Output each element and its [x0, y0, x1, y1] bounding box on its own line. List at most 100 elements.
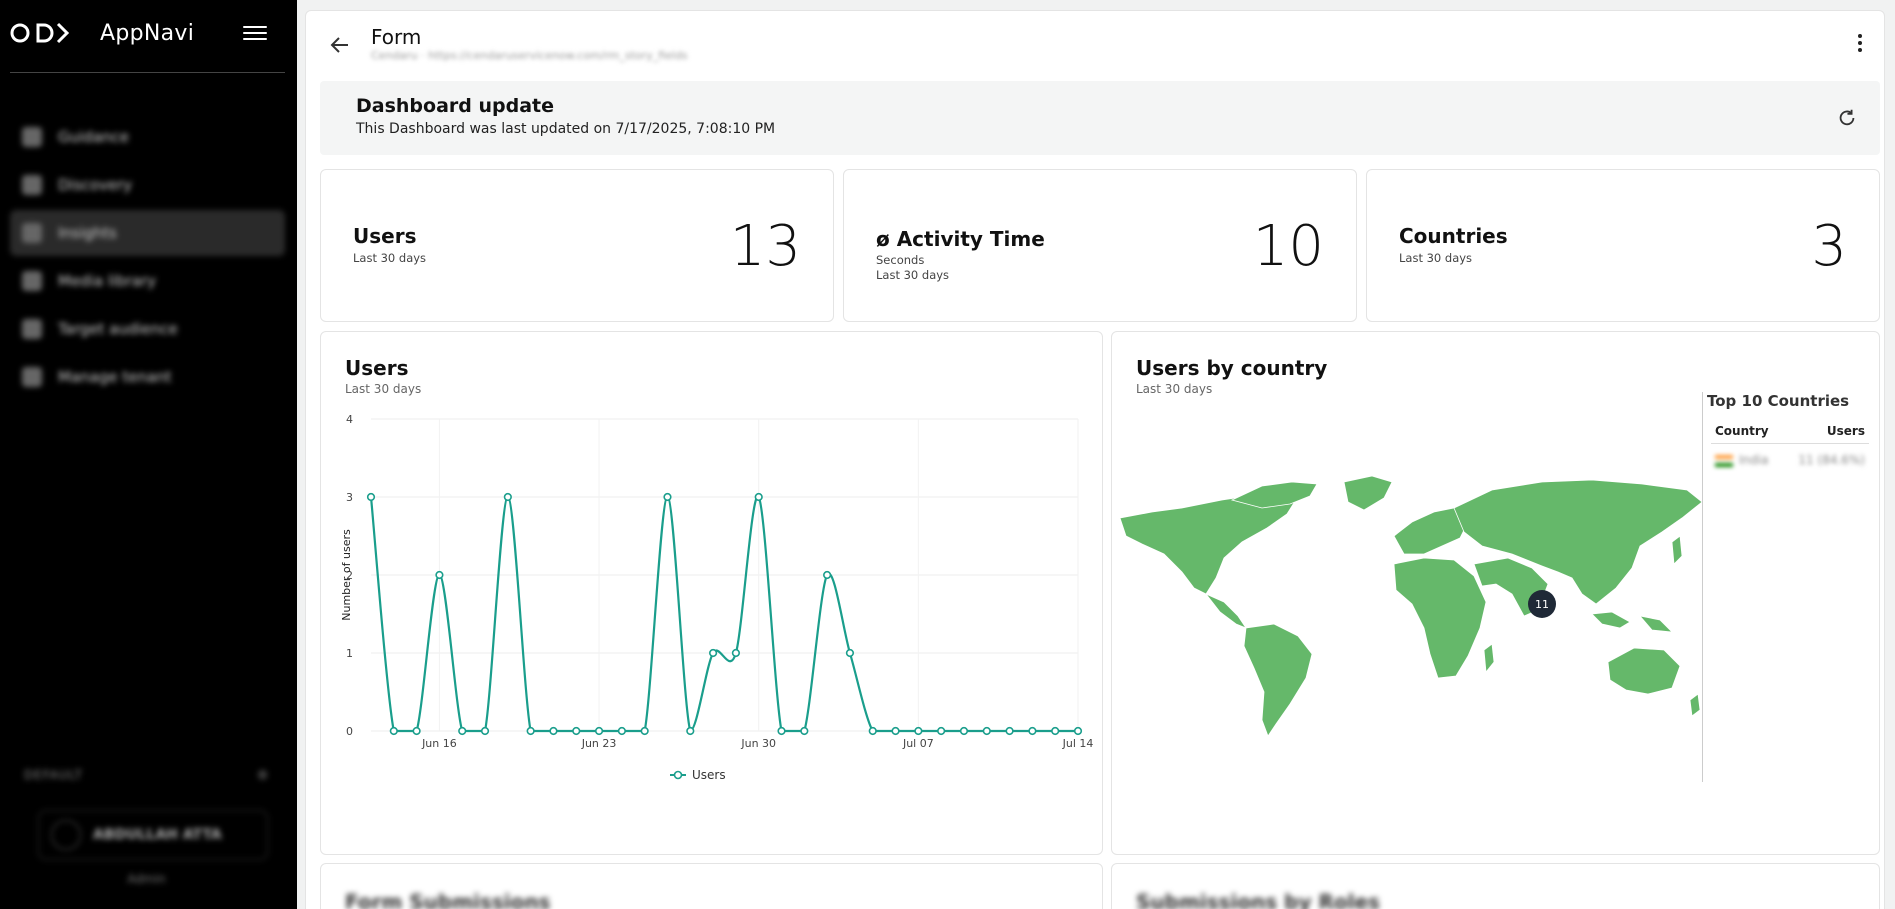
stat-unit: Seconds	[876, 253, 925, 267]
data-point	[731, 648, 741, 658]
workspace-settings-icon[interactable]: ⚙	[257, 768, 269, 782]
stat-value: 3	[1811, 214, 1847, 279]
hamburger-menu-icon[interactable]	[243, 22, 267, 44]
stat-value: 10	[1252, 214, 1324, 279]
workspace-label: DEFAULT	[24, 768, 83, 782]
data-point	[389, 726, 398, 736]
country-cell: India	[1715, 453, 1768, 467]
y-tick-label: 0	[346, 725, 353, 738]
main-content: Form Cendaru · https://cendaruservicenow…	[297, 0, 1895, 909]
stat-subtitle: Last 30 days	[876, 268, 950, 282]
data-point	[914, 726, 923, 736]
logo-row: AppNavi	[10, 18, 281, 48]
sidebar-item-target-audience[interactable]: Target audience	[10, 306, 285, 352]
stat-title: Countries	[1399, 224, 1508, 248]
data-point	[959, 726, 969, 736]
country-marker[interactable]: 11	[1528, 590, 1556, 618]
submissions-by-roles-panel: Submissions by Roles	[1111, 863, 1880, 909]
insights-icon	[22, 223, 42, 243]
data-point	[891, 726, 900, 736]
data-point	[617, 726, 626, 736]
sidebar-item-label: Discovery	[58, 176, 133, 194]
data-point	[708, 648, 718, 658]
top10-countries-table: Top 10 Countries Country Users India 11 …	[1702, 392, 1877, 782]
page-header: Form Cendaru · https://cendaruservicenow…	[306, 11, 1884, 71]
y-axis-title: Number of users	[340, 529, 353, 621]
legend-label-users: Users	[692, 768, 726, 782]
appnavi-logo-icon	[10, 22, 70, 44]
data-point	[503, 492, 512, 502]
y-tick-label: 2	[346, 569, 353, 582]
data-point	[435, 570, 444, 580]
data-point	[1028, 726, 1037, 736]
x-tick-label: Jun 30	[740, 737, 776, 750]
users-chart-panel: Users Last 30 days 0 1 2 3 4 Jun 16 Jun 23 Jun …	[320, 331, 1103, 855]
table-row: India 11 (84.6%)	[1711, 448, 1869, 472]
data-point	[982, 726, 991, 736]
data-point	[594, 726, 604, 736]
sidebar-nav: Guidance Discovery Insights Media librar…	[10, 114, 285, 402]
sidebar-item-label: Guidance	[58, 128, 129, 146]
stat-card-users: Users Last 30 days 13	[320, 169, 834, 322]
data-point	[1005, 726, 1014, 736]
refresh-icon[interactable]	[1836, 107, 1858, 129]
legend-marker	[673, 770, 683, 780]
y-tick-label: 1	[346, 647, 353, 660]
star-icon	[22, 319, 42, 339]
image-icon	[22, 271, 42, 291]
sidebar-bottom: DEFAULT ⚙ ABDULLAH ATTA Admin	[24, 768, 269, 886]
world-map[interactable]: 11	[1112, 332, 1702, 856]
data-point	[1073, 726, 1083, 736]
panel-title: Submissions by Roles	[1136, 890, 1380, 909]
sidebar-item-manage-tenant[interactable]: Manage tenant	[10, 354, 285, 400]
y-tick-label: 3	[346, 491, 353, 504]
data-point	[777, 726, 786, 736]
page-subtitle: Cendaru · https://cendaruservicenow.com/…	[371, 49, 688, 62]
x-tick-label: Jul 07	[902, 737, 934, 750]
arrow-back-icon[interactable]	[328, 33, 352, 57]
top10-title: Top 10 Countries	[1707, 392, 1850, 410]
data-point	[458, 726, 467, 736]
stat-title: Users	[353, 224, 417, 248]
data-point	[868, 726, 877, 736]
sidebar-item-media-library[interactable]: Media library	[10, 258, 285, 304]
users-by-country-panel: Users by country Last 30 days	[1111, 331, 1880, 855]
page-title: Form	[371, 25, 422, 49]
sidebar-item-insights[interactable]: Insights	[10, 210, 285, 256]
workspace-selector[interactable]: DEFAULT ⚙	[24, 768, 269, 782]
data-point	[480, 726, 490, 736]
user-menu[interactable]: ABDULLAH ATTA	[38, 810, 268, 860]
update-text: This Dashboard was last updated on 7/17/…	[356, 121, 776, 137]
data-point	[572, 726, 581, 736]
dashboard-update-banner: Dashboard update This Dashboard was last…	[320, 81, 1880, 155]
gear-icon	[22, 367, 42, 387]
data-point	[663, 492, 672, 502]
data-point	[526, 726, 535, 736]
data-point	[366, 492, 376, 502]
series-line-users	[369, 495, 1078, 733]
sidebar-item-discovery[interactable]: Discovery	[10, 162, 285, 208]
stat-card-activity-time: ø Activity Time Seconds Last 30 days 10	[843, 169, 1357, 322]
page-card: Form Cendaru · https://cendaruservicenow…	[305, 10, 1885, 909]
column-header-users: Users	[1826, 424, 1865, 438]
panel-subtitle: Last 30 days	[345, 382, 422, 396]
user-name: ABDULLAH ATTA	[93, 827, 222, 843]
sidebar: AppNavi Guidance Discovery Insights Medi…	[0, 0, 297, 909]
y-tick-label: 4	[346, 413, 353, 426]
form-submissions-panel: Form Submissions	[320, 863, 1103, 909]
user-role: Admin	[127, 872, 166, 886]
sidebar-item-label: Target audience	[58, 320, 178, 338]
data-point	[800, 726, 809, 736]
sidebar-item-guidance[interactable]: Guidance	[10, 114, 285, 160]
sidebar-item-label: Media library	[58, 272, 157, 290]
stat-card-countries: Countries Last 30 days 3	[1366, 169, 1880, 322]
users-cell: 11 (84.6%)	[1798, 453, 1865, 467]
data-point	[845, 648, 855, 658]
more-vert-icon[interactable]	[1850, 31, 1870, 55]
world-map-land	[1119, 475, 1702, 737]
data-point	[1051, 726, 1060, 736]
avatar	[51, 820, 81, 850]
panel-title: Users by country	[1136, 356, 1328, 380]
x-tick-label: Jun 16	[421, 737, 457, 750]
panel-subtitle: Last 30 days	[1136, 382, 1213, 396]
